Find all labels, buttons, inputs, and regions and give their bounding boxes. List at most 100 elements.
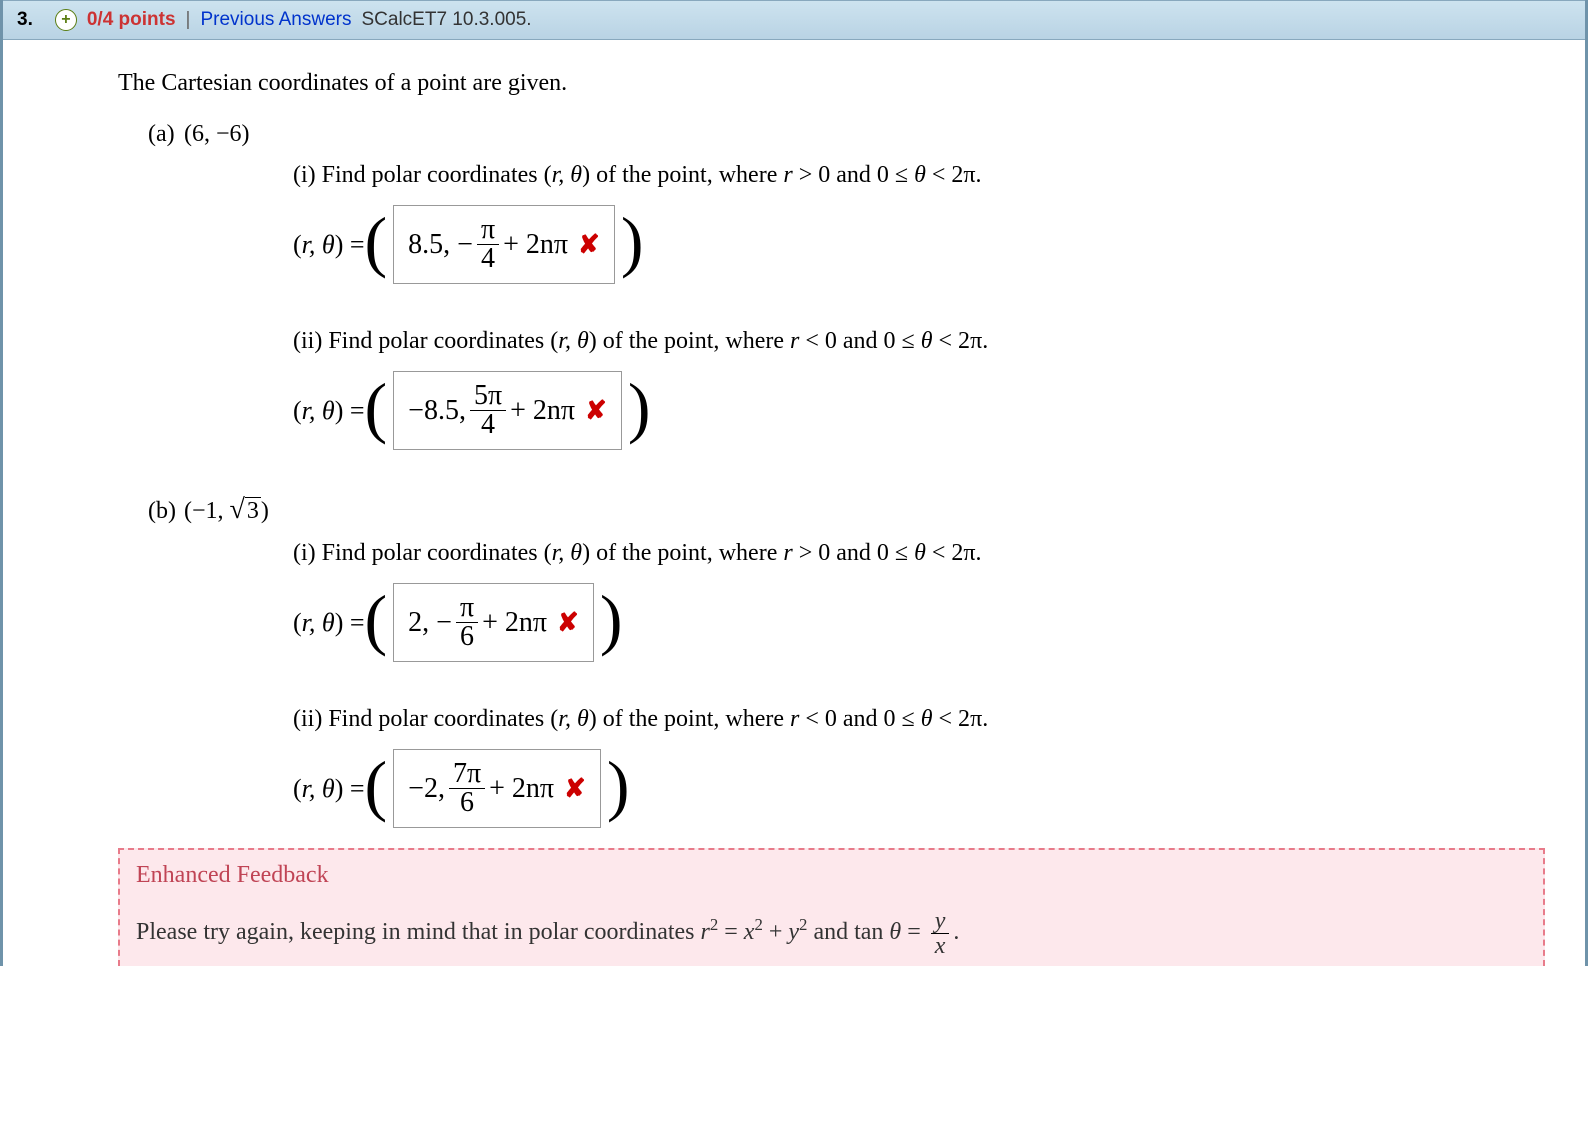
prompt-r: r [783, 162, 792, 188]
left-paren-icon: ( [365, 224, 388, 258]
prompt-mid: ) of the point, where [589, 706, 790, 732]
reference-text: SCalcET7 10.3.005. [362, 9, 532, 31]
fb-and: and [807, 919, 854, 945]
incorrect-icon: ✘ [564, 774, 586, 804]
incorrect-icon: ✘ [585, 396, 607, 426]
frac-den: 4 [477, 411, 499, 439]
part-a-label-row: (a) (6, −6) [118, 121, 1545, 148]
part-b-ii-prompt: (ii) Find polar coordinates (r, θ) of th… [293, 706, 1545, 733]
feedback-title: Enhanced Feedback [136, 862, 1527, 889]
part-b-i-prompt: (i) Find polar coordinates (r, θ) of the… [293, 540, 1545, 567]
prompt-prefix: (ii) Find polar coordinates ( [293, 328, 558, 354]
part-b-ii: (ii) Find polar coordinates (r, θ) of th… [118, 706, 1545, 828]
frac-den: 6 [456, 623, 478, 651]
prompt-rtheta: r, θ [552, 162, 582, 188]
prompt-r: r [790, 706, 799, 732]
part-a-ii-prompt: (ii) Find polar coordinates (r, θ) of th… [293, 328, 1545, 355]
part-b-label-row: (b) (−1, √3) [118, 494, 1545, 526]
fraction: 7π 6 [449, 760, 485, 817]
question-container: 3. + 0/4 points | Previous Answers SCalc… [0, 0, 1588, 966]
frac-num: π [477, 216, 499, 245]
fb-r: r [701, 919, 710, 945]
part-b-i: (i) Find polar coordinates (r, θ) of the… [118, 540, 1545, 662]
answer-prefix: −8.5, [408, 395, 466, 427]
fb-period: . [953, 919, 959, 945]
enhanced-feedback: Enhanced Feedback Please try again, keep… [118, 848, 1545, 966]
answer-prefix: 2, − [408, 607, 452, 639]
coord-suffix: ) [261, 498, 269, 524]
part-a-label: (a) [118, 121, 178, 148]
fb-sup2b: 2 [754, 915, 762, 934]
frac-num: 7π [449, 760, 485, 789]
lhs: (r, θ) = [293, 774, 365, 804]
prompt-condition: < 0 and 0 ≤ θ < 2π. [799, 328, 988, 354]
answer-input-b-ii[interactable]: −2, 7π 6 + 2nπ ✘ [393, 749, 601, 828]
prompt-condition: > 0 and 0 ≤ θ < 2π. [793, 540, 982, 566]
part-a-i: (i) Find polar coordinates (r, θ) of the… [118, 162, 1545, 284]
prompt-r: r [783, 540, 792, 566]
fraction: 5π 4 [470, 382, 506, 439]
part-a-i-prompt: (i) Find polar coordinates (r, θ) of the… [293, 162, 1545, 189]
prompt-r: r [790, 328, 799, 354]
expand-icon[interactable]: + [55, 9, 77, 31]
previous-answers-link[interactable]: Previous Answers [200, 9, 351, 31]
answer-prefix: 8.5, − [408, 229, 473, 261]
answer-input-a-i[interactable]: 8.5, − π 4 + 2nπ ✘ [393, 205, 615, 284]
prompt-condition: > 0 and 0 ≤ θ < 2π. [793, 162, 982, 188]
incorrect-icon: ✘ [557, 608, 579, 638]
frac-num: 5π [470, 382, 506, 411]
prompt-condition: < 0 and 0 ≤ θ < 2π. [799, 706, 988, 732]
part-a-coord: (6, −6) [184, 121, 250, 147]
answer-input-b-i[interactable]: 2, − π 6 + 2nπ ✘ [393, 583, 594, 662]
frac-num: π [456, 594, 478, 623]
part-b-i-answer: (r, θ) = ( 2, − π 6 + 2nπ ✘ ) [293, 583, 1545, 662]
lhs: (r, θ) = [293, 396, 365, 426]
frac-den: 6 [456, 789, 478, 817]
prompt-prefix: (ii) Find polar coordinates ( [293, 706, 558, 732]
fb-frac-num: y [931, 909, 950, 934]
question-body: The Cartesian coordinates of a point are… [3, 40, 1585, 966]
part-b-coord: (−1, √3) [184, 498, 269, 524]
right-paren-icon: ) [621, 224, 644, 258]
sqrt: √3 [230, 494, 261, 526]
fb-frac-den: x [931, 934, 950, 958]
fraction: π 6 [456, 594, 478, 651]
prompt-mid: ) of the point, where [582, 540, 783, 566]
part-b-ii-answer: (r, θ) = ( −2, 7π 6 + 2nπ ✘ ) [293, 749, 1545, 828]
fb-frac: yx [931, 909, 950, 958]
answer-suffix: + 2nπ [510, 395, 575, 427]
feedback-text: Please try again, keeping in mind that i… [136, 909, 1527, 958]
prompt-mid: ) of the point, where [582, 162, 783, 188]
fb-eq1: = x [718, 919, 754, 945]
left-paren-icon: ( [365, 602, 388, 636]
frac-den: 4 [477, 245, 499, 273]
points-text: 0/4 points [87, 9, 176, 31]
right-paren-icon: ) [607, 768, 630, 802]
question-number: 3. [17, 9, 33, 31]
fb-tan: tan θ = [854, 919, 927, 945]
prompt-mid: ) of the point, where [589, 328, 790, 354]
prompt-prefix: (i) Find polar coordinates ( [293, 540, 552, 566]
fb-sup2a: 2 [710, 915, 718, 934]
intro-text: The Cartesian coordinates of a point are… [118, 70, 1545, 97]
answer-input-a-ii[interactable]: −8.5, 5π 4 + 2nπ ✘ [393, 371, 622, 450]
part-b-label: (b) [118, 498, 178, 525]
part-a-ii: (ii) Find polar coordinates (r, θ) of th… [118, 328, 1545, 450]
part-a-ii-answer: (r, θ) = ( −8.5, 5π 4 + 2nπ ✘ ) [293, 371, 1545, 450]
incorrect-icon: ✘ [578, 230, 600, 260]
prompt-rtheta: r, θ [558, 328, 588, 354]
prompt-rtheta: r, θ [558, 706, 588, 732]
coord-prefix: (−1, [184, 498, 230, 524]
separator: | [186, 9, 191, 31]
answer-suffix: + 2nπ [482, 607, 547, 639]
right-paren-icon: ) [600, 602, 623, 636]
fb-text1: Please try again, keeping in mind that i… [136, 919, 701, 945]
question-header: 3. + 0/4 points | Previous Answers SCalc… [3, 0, 1585, 40]
left-paren-icon: ( [365, 390, 388, 424]
right-paren-icon: ) [628, 390, 651, 424]
left-paren-icon: ( [365, 768, 388, 802]
answer-suffix: + 2nπ [503, 229, 568, 261]
part-a-i-answer: (r, θ) = ( 8.5, − π 4 + 2nπ ✘ ) [293, 205, 1545, 284]
lhs: (r, θ) = [293, 608, 365, 638]
answer-suffix: + 2nπ [489, 773, 554, 805]
